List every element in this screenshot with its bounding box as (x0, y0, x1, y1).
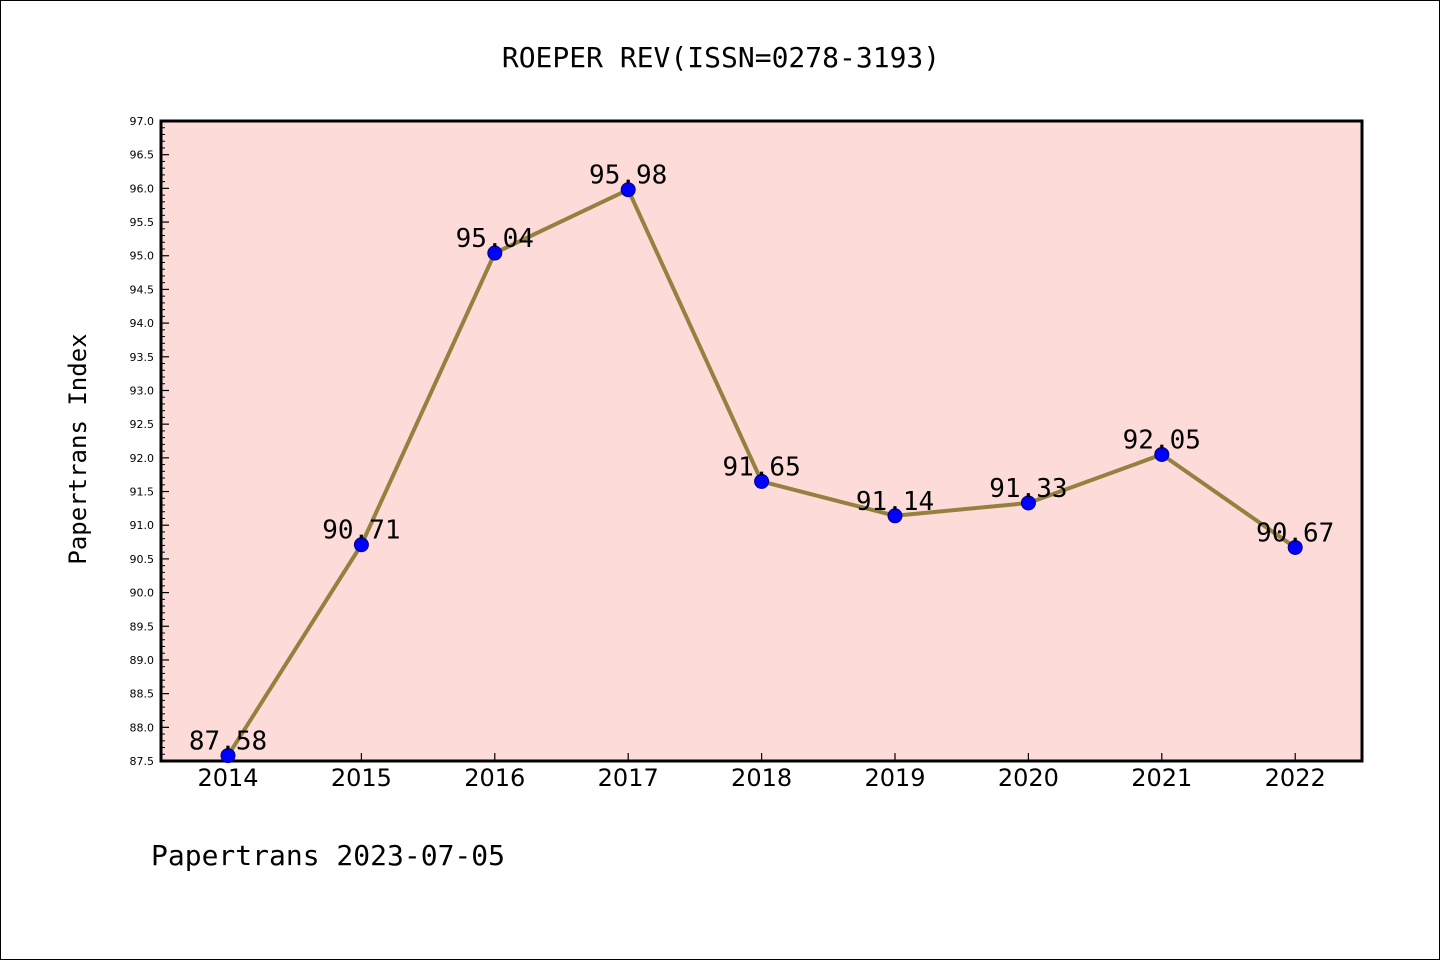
y-tick-label: 92.5 (130, 418, 155, 431)
x-tick-label: 2014 (197, 764, 258, 792)
y-tick-label: 94.5 (130, 283, 155, 296)
data-point (487, 245, 503, 261)
data-label: 92.05 (1123, 425, 1201, 455)
data-point (620, 182, 636, 198)
data-point (1154, 446, 1170, 462)
y-tick-label: 93.0 (130, 384, 155, 397)
y-tick-label: 88.5 (130, 688, 155, 701)
x-tick-label: 2021 (1131, 764, 1192, 792)
footer-text: Papertrans 2023-07-05 (151, 839, 505, 872)
y-tick-label: 97.0 (130, 115, 155, 128)
x-tick-label: 2017 (598, 764, 659, 792)
y-tick-label: 95.5 (130, 216, 155, 229)
data-point (1287, 539, 1303, 555)
data-point (220, 748, 236, 764)
data-label: 91.14 (856, 487, 934, 517)
y-tick-label: 89.5 (130, 620, 155, 633)
chart-title: ROEPER REV(ISSN=0278-3193) (502, 41, 940, 74)
y-tick-label: 89.0 (130, 654, 155, 667)
y-tick-label: 87.5 (130, 755, 155, 768)
y-tick-label: 95.0 (130, 250, 155, 263)
data-label: 90.71 (322, 516, 400, 546)
data-label: 90.67 (1256, 518, 1334, 548)
y-tick-label: 91.5 (130, 486, 155, 499)
y-axis: 87.5 88.0 88.5 89.0 89.5 90.0 90.5 91.0 91.5 92.0… (130, 115, 169, 768)
x-axis: 2014 2015 2016 2017 2018 2019 2020 2021 2022 (197, 753, 1326, 792)
data-label: 95.04 (456, 224, 534, 254)
y-tick-label: 90.5 (130, 553, 155, 566)
y-tick-label: 91.0 (130, 519, 155, 532)
data-point (887, 508, 903, 524)
data-point (754, 473, 770, 489)
x-tick-label: 2015 (331, 764, 392, 792)
data-label: 95.98 (589, 161, 667, 191)
data-label: 91.65 (722, 452, 800, 482)
y-tick-label: 96.5 (130, 149, 155, 162)
series-layer: 87.58 90.71 95.04 95.98 91.65 91.14 91.33 92.05… (189, 161, 1334, 764)
x-tick-label: 2020 (998, 764, 1059, 792)
y-axis-label: Papertrans Index (64, 333, 92, 564)
y-tick-label: 92.0 (130, 452, 155, 465)
y-tick-label: 90.0 (130, 587, 155, 600)
data-label: 91.33 (989, 474, 1067, 504)
data-point (1020, 495, 1036, 511)
y-tick-label: 94.0 (130, 317, 155, 330)
plot-area (159, 119, 1364, 763)
y-tick-label: 96.0 (130, 182, 155, 195)
y-tick-label: 93.5 (130, 351, 155, 364)
data-point (353, 537, 369, 553)
data-label: 87.58 (189, 727, 267, 757)
x-tick-label: 2016 (464, 764, 525, 792)
x-tick-label: 2019 (864, 764, 925, 792)
x-tick-label: 2018 (731, 764, 792, 792)
x-tick-label: 2022 (1265, 764, 1326, 792)
y-tick-label: 88.0 (130, 721, 155, 734)
